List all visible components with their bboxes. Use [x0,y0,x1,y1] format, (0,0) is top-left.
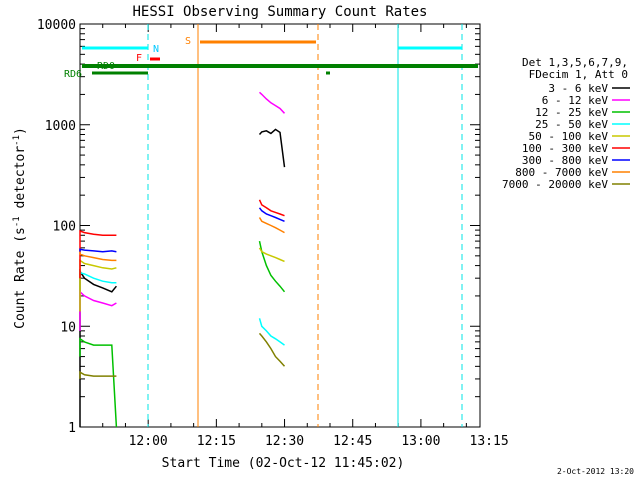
series-line-1-1 [258,91,286,114]
y-axis-label: Count Rate (s-1 detector-1) [12,127,28,329]
flag-label-rd6: RD6 [64,69,82,80]
y-tick-label: 1 [68,421,76,436]
legend-item-label: 25 - 50 keV [535,118,608,131]
x-tick-label: 13:15 [470,434,509,449]
series-line-2-0 [79,337,118,428]
legend-item-label: 100 - 300 keV [522,142,608,155]
legend-item-label: 800 - 7000 keV [515,166,608,179]
chart-title: HESSI Observing Summary Count Rates [132,4,427,20]
y-tick-label: 10000 [37,18,76,33]
series-line-1-0 [79,290,117,331]
plot-frame [79,23,481,428]
x-tick-label: 12:15 [197,434,236,449]
series-line-5-1 [258,199,285,217]
flag-label-n: N [153,44,159,55]
legend-item-label: 300 - 800 keV [522,154,608,167]
series-line-4-0 [79,258,117,312]
flags-group: RD0 RD6 FN S [64,24,478,427]
legend: Det 1,3,5,6,7,9,FDecim 1, Att 03 - 6 keV… [502,56,630,191]
legend-header: Det 1,3,5,6,7,9, [522,56,628,69]
x-tick-label: 12:30 [265,434,304,449]
timestamp-label: 2-Oct-2012 13:20 [557,467,634,476]
series-line-4-1 [258,247,285,263]
legend-header: FDecim 1, Att 0 [529,68,628,81]
series-line-2-1 [258,240,286,293]
series-line-7-0 [79,251,117,262]
flag-label-f: F [136,53,142,64]
series-line-5-0 [79,230,117,279]
legend-item-label: 6 - 12 keV [542,94,609,107]
series-line-8-1 [258,332,286,367]
y-tick-label: 100 [53,220,76,235]
series-line-6-1 [258,207,285,222]
series-line-0-0 [79,268,117,427]
x-tick-label: 12:00 [129,434,168,449]
legend-item-label: 12 - 25 keV [535,106,608,119]
series-line-3-1 [258,318,285,346]
legend-item-label: 3 - 6 keV [548,82,608,95]
flag-label-rd0: RD0 [97,61,115,72]
series-line-8-0 [79,370,117,379]
legend-item-label: 7000 - 20000 keV [502,178,608,191]
flag-label-s: S [185,36,191,47]
series-line-0-1 [258,128,286,168]
x-tick-label: 13:00 [401,434,440,449]
series-line-6-0 [79,248,117,253]
axis-ticks: 1 10 100 1000 10000 12:00 12:15 12:30 12:45 13:00… [37,18,509,449]
y-tick-label: 1000 [45,119,76,134]
x-tick-label: 12:45 [333,434,372,449]
series-line-3-0 [79,270,117,284]
series-group [79,91,286,428]
legend-item-label: 50 - 100 keV [529,130,609,143]
y-tick-label: 10 [60,320,76,335]
series-line-7-1 [258,217,285,234]
x-axis-label: Start Time (02-Oct-12 11:45:02) [162,456,405,471]
